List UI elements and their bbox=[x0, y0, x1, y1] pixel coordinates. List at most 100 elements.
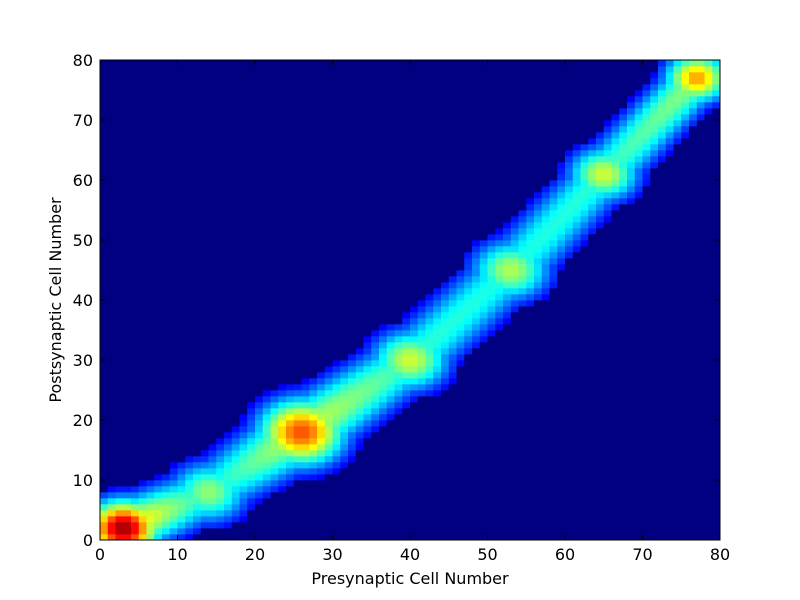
heatmap-cell bbox=[456, 456, 465, 463]
heatmap-cell bbox=[340, 186, 349, 193]
heatmap-cell bbox=[185, 270, 194, 277]
heatmap-cell bbox=[503, 336, 512, 343]
heatmap-cell bbox=[611, 432, 620, 439]
heatmap-cell bbox=[433, 336, 442, 343]
heatmap-cell bbox=[518, 168, 527, 175]
heatmap-cell bbox=[224, 504, 233, 511]
heatmap-cell bbox=[386, 228, 395, 235]
heatmap-cell bbox=[603, 180, 612, 187]
heatmap-cell bbox=[464, 342, 473, 349]
heatmap-cell bbox=[634, 246, 643, 253]
heatmap-cell bbox=[588, 510, 597, 517]
heatmap-cell bbox=[596, 378, 605, 385]
heatmap-cell bbox=[487, 306, 496, 313]
heatmap-cell bbox=[650, 240, 659, 247]
heatmap-cell bbox=[441, 474, 450, 481]
heatmap-cell bbox=[611, 468, 620, 475]
heatmap-cell bbox=[169, 192, 178, 199]
heatmap-cell bbox=[495, 306, 504, 313]
heatmap-cell bbox=[448, 234, 457, 241]
heatmap-cell bbox=[596, 390, 605, 397]
heatmap-cell bbox=[386, 522, 395, 529]
heatmap-cell bbox=[231, 264, 240, 271]
heatmap-cell bbox=[355, 264, 364, 271]
heatmap-cell bbox=[278, 528, 287, 535]
heatmap-cell bbox=[224, 402, 233, 409]
heatmap-cell bbox=[518, 318, 527, 325]
heatmap-cell bbox=[255, 276, 264, 283]
heatmap-cell bbox=[231, 456, 240, 463]
heatmap-cell bbox=[278, 210, 287, 217]
heatmap-cell bbox=[658, 504, 667, 511]
heatmap-cell bbox=[588, 288, 597, 295]
heatmap-cell bbox=[216, 528, 225, 535]
heatmap-cell bbox=[286, 354, 295, 361]
heatmap-cell bbox=[332, 414, 341, 421]
heatmap-cell bbox=[634, 468, 643, 475]
heatmap-cell bbox=[417, 492, 426, 499]
heatmap-cell bbox=[301, 474, 310, 481]
heatmap-cell bbox=[712, 534, 721, 541]
heatmap-cell bbox=[177, 222, 186, 229]
heatmap-cell bbox=[410, 492, 419, 499]
heatmap-cell bbox=[185, 294, 194, 301]
heatmap-cell bbox=[231, 330, 240, 337]
heatmap-cell bbox=[379, 342, 388, 349]
heatmap-cell bbox=[216, 180, 225, 187]
heatmap-cell bbox=[658, 246, 667, 253]
heatmap-cell bbox=[541, 324, 550, 331]
heatmap-cell bbox=[154, 258, 163, 265]
heatmap-cell bbox=[123, 462, 132, 469]
heatmap-cell bbox=[293, 450, 302, 457]
heatmap-cell bbox=[301, 390, 310, 397]
heatmap-cell bbox=[355, 354, 364, 361]
heatmap-cell bbox=[665, 234, 674, 241]
heatmap-cell bbox=[479, 450, 488, 457]
heatmap-cell bbox=[441, 216, 450, 223]
heatmap-cell bbox=[371, 498, 380, 505]
heatmap-cell bbox=[162, 378, 171, 385]
heatmap-cell bbox=[293, 162, 302, 169]
heatmap-cell bbox=[588, 522, 597, 529]
heatmap-cell bbox=[572, 426, 581, 433]
heatmap-cell bbox=[379, 522, 388, 529]
heatmap-cell bbox=[448, 516, 457, 523]
heatmap-cell bbox=[603, 210, 612, 217]
heatmap-cell bbox=[689, 408, 698, 415]
heatmap-cell bbox=[696, 300, 705, 307]
heatmap-cell bbox=[518, 444, 527, 451]
heatmap-cell bbox=[510, 318, 519, 325]
heatmap-cell bbox=[371, 216, 380, 223]
heatmap-cell bbox=[588, 378, 597, 385]
heatmap-cell bbox=[518, 192, 527, 199]
heatmap-cell bbox=[603, 378, 612, 385]
heatmap-cell bbox=[510, 510, 519, 517]
heatmap-cell bbox=[681, 306, 690, 313]
heatmap-cell bbox=[495, 228, 504, 235]
heatmap-cell bbox=[340, 372, 349, 379]
heatmap-cell bbox=[348, 528, 357, 535]
heatmap-cell bbox=[410, 396, 419, 403]
heatmap-cell bbox=[115, 528, 124, 535]
heatmap-cell bbox=[177, 534, 186, 541]
heatmap-cell bbox=[611, 378, 620, 385]
heatmap-cell bbox=[169, 336, 178, 343]
heatmap-cell bbox=[479, 306, 488, 313]
heatmap-cell bbox=[247, 414, 256, 421]
heatmap-cell bbox=[270, 342, 279, 349]
heatmap-cell bbox=[162, 408, 171, 415]
heatmap-cell bbox=[526, 324, 535, 331]
heatmap-cell bbox=[580, 198, 589, 205]
heatmap-cell bbox=[115, 246, 124, 253]
heatmap-cell bbox=[278, 426, 287, 433]
heatmap-cell bbox=[503, 276, 512, 283]
heatmap-cell bbox=[681, 492, 690, 499]
heatmap-cell bbox=[650, 498, 659, 505]
heatmap-cell bbox=[650, 528, 659, 535]
heatmap-cell bbox=[627, 534, 636, 541]
heatmap-cell bbox=[565, 216, 574, 223]
heatmap-cell bbox=[580, 288, 589, 295]
heatmap-cell bbox=[371, 432, 380, 439]
heatmap-cell bbox=[332, 180, 341, 187]
heatmap-cell bbox=[216, 342, 225, 349]
